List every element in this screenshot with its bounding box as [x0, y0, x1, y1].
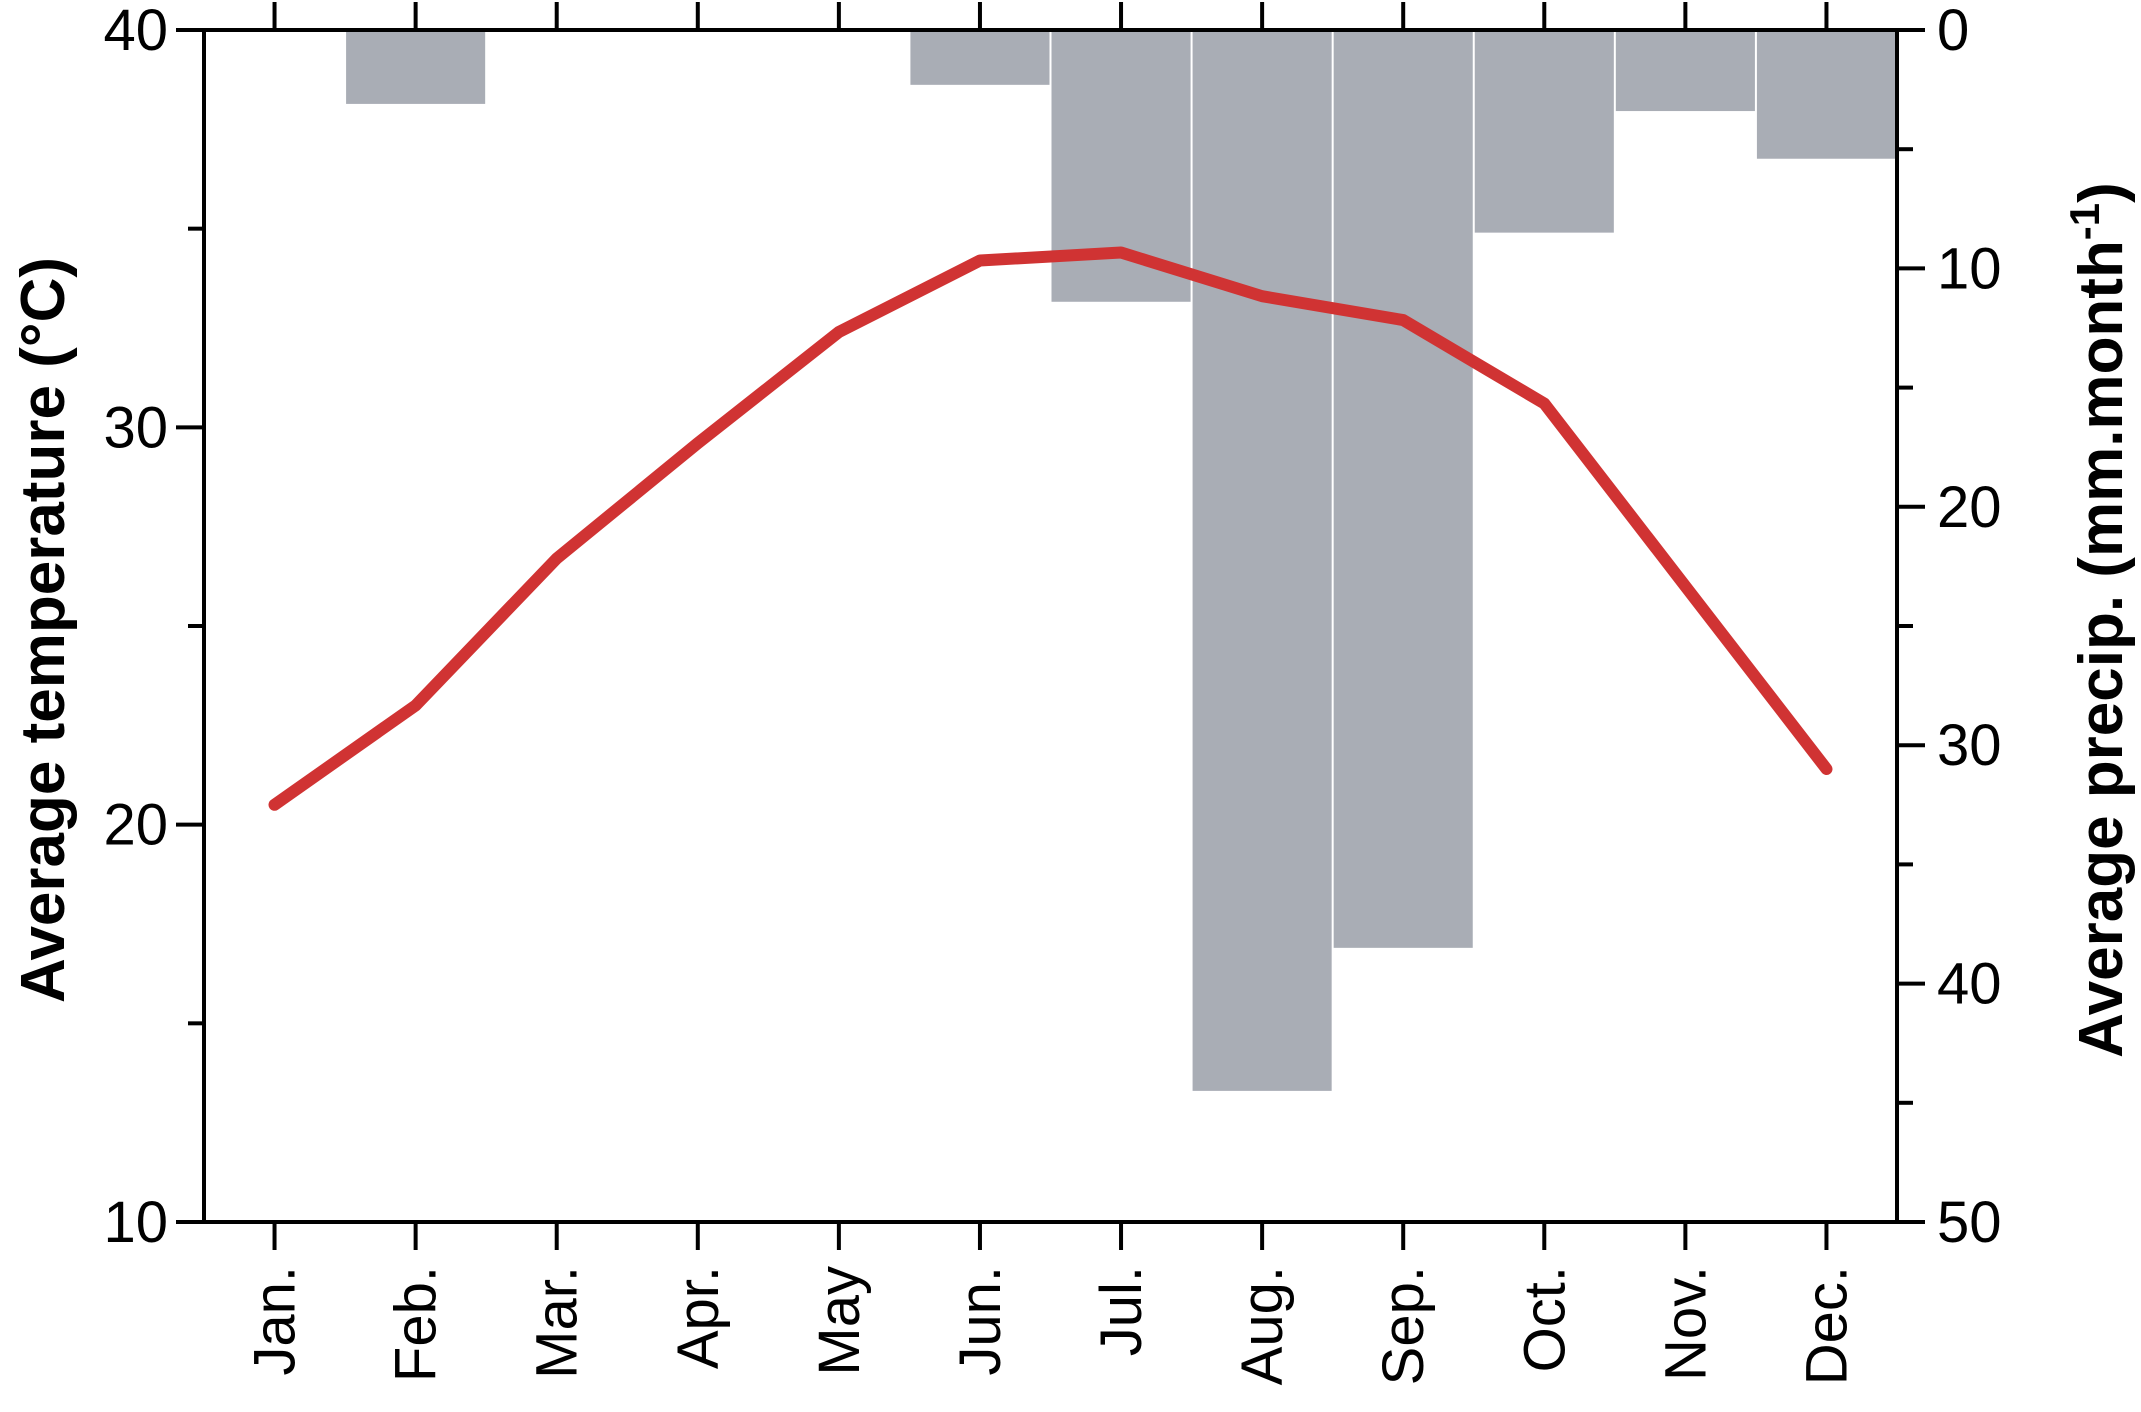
left-tick-label: 20 — [103, 793, 168, 858]
left-axis-tick-labels: 10 20 30 40 — [103, 0, 168, 1255]
left-tick-label: 30 — [103, 395, 168, 460]
precip-bar-11 — [1615, 30, 1755, 112]
temperature-line — [268, 246, 1833, 811]
precip-bar-10 — [1474, 30, 1614, 233]
right-axis-tick-labels: 0 10 20 30 40 50 — [1937, 0, 2002, 1255]
month-label: Jul. — [1089, 1266, 1154, 1356]
month-label: Dec. — [1795, 1266, 1860, 1385]
right-tick-label: 0 — [1937, 0, 1969, 63]
month-label: May — [807, 1266, 872, 1376]
right-tick-label: 40 — [1937, 952, 2002, 1017]
right-axis-title-main: Average precip. (mm.month — [2067, 240, 2136, 1058]
precip-bar-8 — [1192, 30, 1332, 1091]
axis-ticks — [176, 2, 1925, 1250]
left-tick-label: 40 — [103, 0, 168, 63]
right-tick-label: 20 — [1937, 475, 2002, 540]
right-tick-label: 10 — [1937, 236, 2002, 301]
left-tick-label: 10 — [103, 1190, 168, 1255]
month-label: Aug. — [1230, 1266, 1295, 1385]
month-label: Sep. — [1371, 1266, 1436, 1385]
month-label: Oct. — [1512, 1266, 1577, 1372]
precip-bar-2 — [346, 30, 486, 104]
right-axis-title: Average precip. (mm.month-1) — [2061, 182, 2137, 1058]
month-label: Jan. — [243, 1266, 308, 1376]
precip-bar-6 — [910, 30, 1050, 85]
right-axis-title-close: ) — [2067, 182, 2136, 203]
month-label: Feb. — [384, 1266, 449, 1382]
precipitation-bars — [346, 30, 1896, 1091]
plot-frame — [202, 28, 1899, 1224]
month-label: Nov. — [1653, 1266, 1718, 1381]
precip-bar-9 — [1333, 30, 1473, 948]
right-tick-label: 50 — [1937, 1190, 2002, 1255]
x-axis-tick-labels: Jan. Feb. Mar. Apr. May Jun. Jul. Aug. Sep. Oct. N… — [243, 1266, 1860, 1385]
month-label: Jun. — [948, 1266, 1013, 1376]
month-label: Apr. — [666, 1266, 731, 1369]
right-axis-title-sup: -1 — [2061, 203, 2108, 240]
right-tick-label: 30 — [1937, 713, 2002, 778]
month-label: Mar. — [525, 1266, 590, 1379]
left-axis-title: Average temperature (°C) — [9, 257, 78, 1003]
precip-bar-12 — [1756, 30, 1896, 159]
